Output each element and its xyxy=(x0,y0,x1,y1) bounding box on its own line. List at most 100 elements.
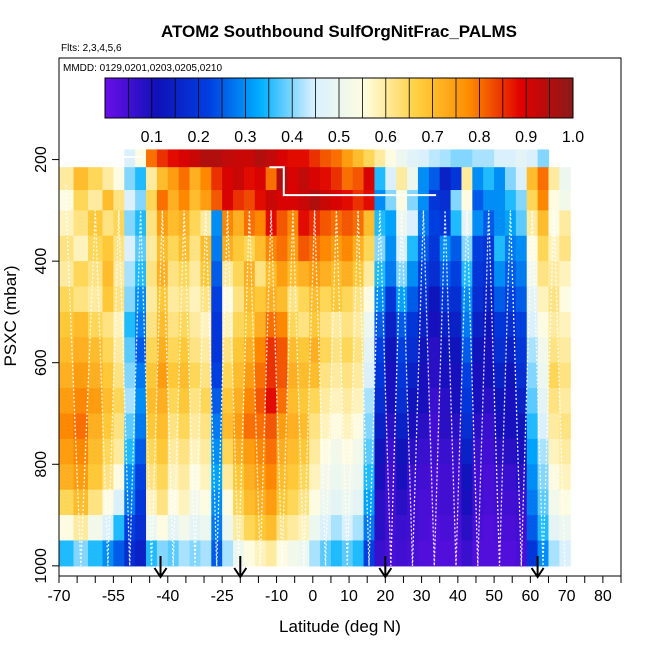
heat-cell xyxy=(461,167,473,191)
heat-cell xyxy=(320,190,332,211)
heat-cell xyxy=(211,489,223,516)
heat-cell xyxy=(124,261,136,288)
heat-cell xyxy=(320,167,332,191)
colorbar-swatch xyxy=(191,78,195,118)
colorbar-tick-label: 1.0 xyxy=(562,129,584,146)
heat-cell xyxy=(243,540,256,567)
heat-cell xyxy=(472,286,484,313)
colorbar-swatch xyxy=(367,78,370,118)
heat-cell xyxy=(407,149,419,168)
heat-cell xyxy=(341,540,354,567)
heat-cell xyxy=(341,149,354,168)
heat-cell xyxy=(461,235,473,262)
heat-cell xyxy=(298,261,310,288)
colorbar-swatch xyxy=(460,78,464,118)
heat-cell xyxy=(135,362,147,389)
heat-cell xyxy=(341,286,354,313)
heat-cell xyxy=(298,413,310,440)
heat-cell xyxy=(146,438,158,465)
heat-cell xyxy=(287,540,299,567)
colorbar-swatch xyxy=(257,78,260,118)
colorbar-swatch xyxy=(163,78,167,118)
heat-cell xyxy=(102,261,114,288)
heat-cell xyxy=(124,438,136,465)
heat-cell xyxy=(494,438,506,465)
heat-cell xyxy=(374,515,386,542)
colorbar-swatch xyxy=(477,78,480,118)
heat-cell xyxy=(146,515,158,542)
heat-cell xyxy=(439,464,452,491)
heat-cell xyxy=(483,261,495,288)
heat-cell xyxy=(189,413,202,440)
heat-cell xyxy=(515,515,528,542)
heat-cell xyxy=(200,149,212,168)
heat-cell xyxy=(450,190,463,211)
heat-cell xyxy=(450,438,463,465)
heat-cell xyxy=(222,362,234,389)
heat-cell xyxy=(461,311,473,338)
heat-cell xyxy=(102,413,114,440)
heat-cell xyxy=(88,438,104,465)
heat-cell xyxy=(374,464,386,491)
colorbar-swatch xyxy=(350,78,354,118)
colorbar-swatch xyxy=(425,78,429,118)
x-tick-label: 70 xyxy=(558,588,576,605)
heat-cell xyxy=(124,311,136,338)
heat-cell xyxy=(254,311,267,338)
colorbar-swatch xyxy=(383,78,387,118)
heat-cell xyxy=(265,438,278,465)
colorbar-swatch xyxy=(156,78,160,118)
colorbar-swatch xyxy=(491,78,494,118)
colorbar-swatch xyxy=(441,78,445,118)
heat-cell xyxy=(385,311,397,338)
colorbar-swatch xyxy=(217,78,221,118)
colorbar-swatch xyxy=(385,78,389,118)
heat-cell xyxy=(254,362,267,389)
heat-cell xyxy=(472,388,484,415)
colorbar-swatch xyxy=(465,78,469,118)
heat-cell xyxy=(298,190,310,211)
heat-cell xyxy=(341,489,354,516)
heat-cell xyxy=(102,438,114,465)
heat-cell xyxy=(287,149,299,168)
heat-cell xyxy=(374,190,386,211)
heat-cell xyxy=(135,515,147,542)
colorbar-swatch xyxy=(238,78,242,118)
heat-cell xyxy=(265,261,278,288)
heat-cell xyxy=(102,311,114,338)
heat-cell xyxy=(124,286,136,313)
x-tick-label: 80 xyxy=(594,588,612,605)
colorbar-swatch xyxy=(556,78,560,118)
heat-cell xyxy=(167,235,180,262)
heat-cell xyxy=(450,413,463,440)
colorbar-swatch xyxy=(210,78,214,118)
heat-cell xyxy=(200,438,212,465)
heat-cell xyxy=(135,190,147,211)
heat-cell xyxy=(439,515,452,542)
heat-cell xyxy=(472,515,484,542)
heat-cell xyxy=(559,489,571,516)
heat-cell xyxy=(178,362,191,389)
arrow-head xyxy=(153,567,168,579)
colorbar-swatch xyxy=(320,78,324,118)
heat-cell xyxy=(156,337,169,364)
colorbar-swatch xyxy=(147,78,150,118)
x-tick-label: -25 xyxy=(211,588,234,605)
heat-cell xyxy=(243,167,256,191)
colorbar-swatch xyxy=(294,78,298,118)
heat-cell xyxy=(200,540,212,567)
heat-cell xyxy=(189,311,202,338)
heat-cell xyxy=(233,489,245,516)
heat-cell xyxy=(396,413,408,440)
heat-cell xyxy=(428,489,441,516)
heat-cell xyxy=(417,337,430,364)
heat-cell xyxy=(178,167,191,191)
heat-cell xyxy=(113,438,125,465)
colorbar-swatch xyxy=(212,78,216,118)
heat-cell xyxy=(178,489,191,516)
colorbar-swatch xyxy=(222,78,225,118)
upper-track xyxy=(269,166,437,197)
heat-cell xyxy=(537,540,550,567)
heat-cell xyxy=(330,540,343,567)
heat-cell xyxy=(287,261,299,288)
